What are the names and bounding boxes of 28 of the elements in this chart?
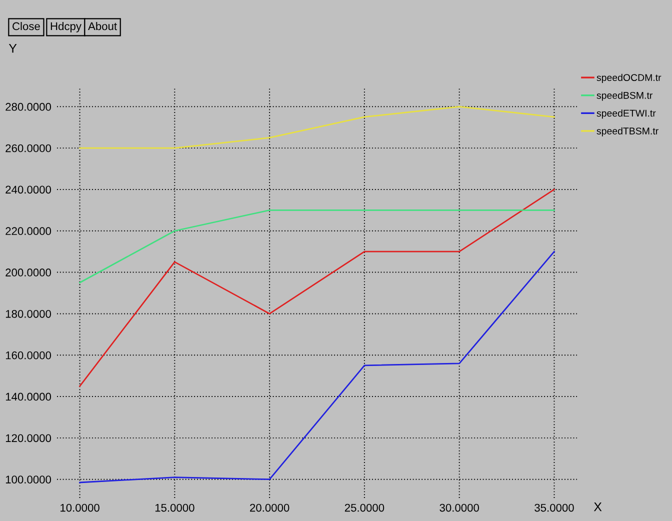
x-tick-label: 35.0000 (534, 504, 574, 512)
legend-label: speedBSM.tr (596, 92, 653, 101)
y-tick-label: 240.0000 (6, 186, 52, 194)
text: About (88, 22, 117, 30)
x-tick-label: 15.0000 (155, 504, 194, 512)
x-tick-label: 10.0000 (60, 504, 100, 512)
text: Close (12, 22, 40, 30)
y-tick-label: 220.0000 (6, 227, 52, 236)
y-tick-label: 160.0000 (6, 351, 52, 360)
legend-label: speedOCDM.tr (596, 74, 662, 83)
legend-label: speedTBSM.tr (596, 127, 658, 136)
y-tick-label: 100.0000 (6, 476, 52, 484)
y-tick-label: 280.0000 (6, 102, 52, 111)
line-series (79, 106, 555, 149)
y-tick-label: 180.0000 (6, 310, 52, 318)
y-tick-label: 200.0000 (6, 268, 52, 276)
y-axis-title: Y (8, 44, 17, 53)
line-series (79, 188, 555, 387)
y-tick-label: 260.0000 (6, 144, 52, 152)
x-tick-label: 25.0000 (344, 504, 384, 512)
legend-label: speedETWI.tr (596, 110, 656, 119)
x-tick-label: 20.0000 (250, 504, 290, 512)
text: Hdcpy (50, 22, 82, 32)
line-series (79, 250, 555, 484)
x-tick-label: 30.0000 (440, 504, 479, 512)
x-axis-title: X (594, 502, 602, 512)
y-tick-label: 140.0000 (6, 392, 52, 401)
y-tick-label: 120.0000 (6, 434, 52, 442)
